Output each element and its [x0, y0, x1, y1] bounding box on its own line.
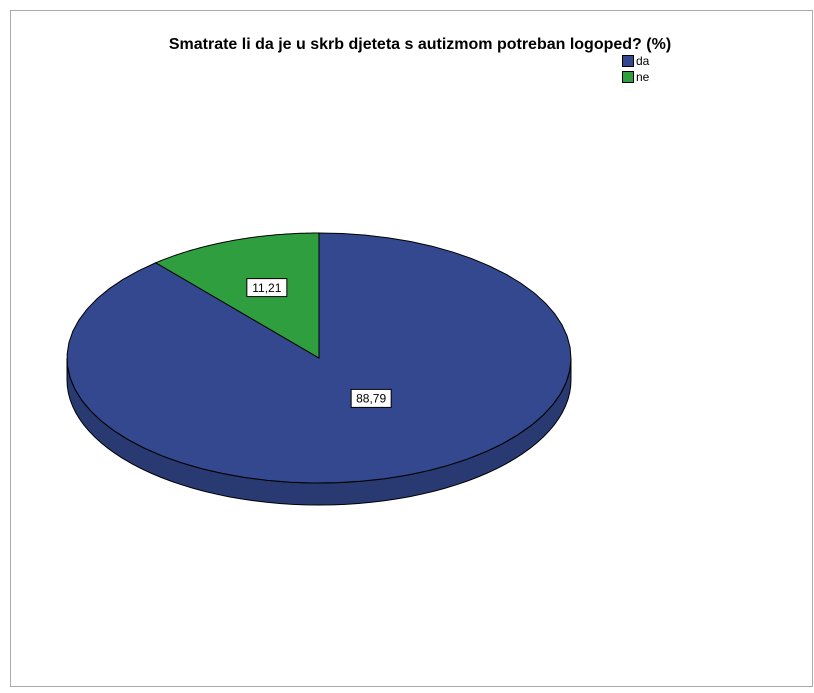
chart-title: Smatrate li da je u skrb djeteta s autiz… [169, 36, 671, 53]
data-label: 88,79 [350, 388, 392, 408]
legend-swatch [622, 55, 634, 67]
slice [154, 232, 320, 359]
legend-label: ne [636, 70, 650, 84]
data-label-box [350, 388, 392, 408]
data-label-text: 11,21 [252, 281, 281, 295]
legend-swatch [622, 71, 634, 83]
data-label-box [246, 278, 288, 298]
data-label: 11,21 [246, 278, 288, 298]
legend-label: da [636, 54, 650, 68]
data-label-text: 88,79 [356, 392, 386, 406]
